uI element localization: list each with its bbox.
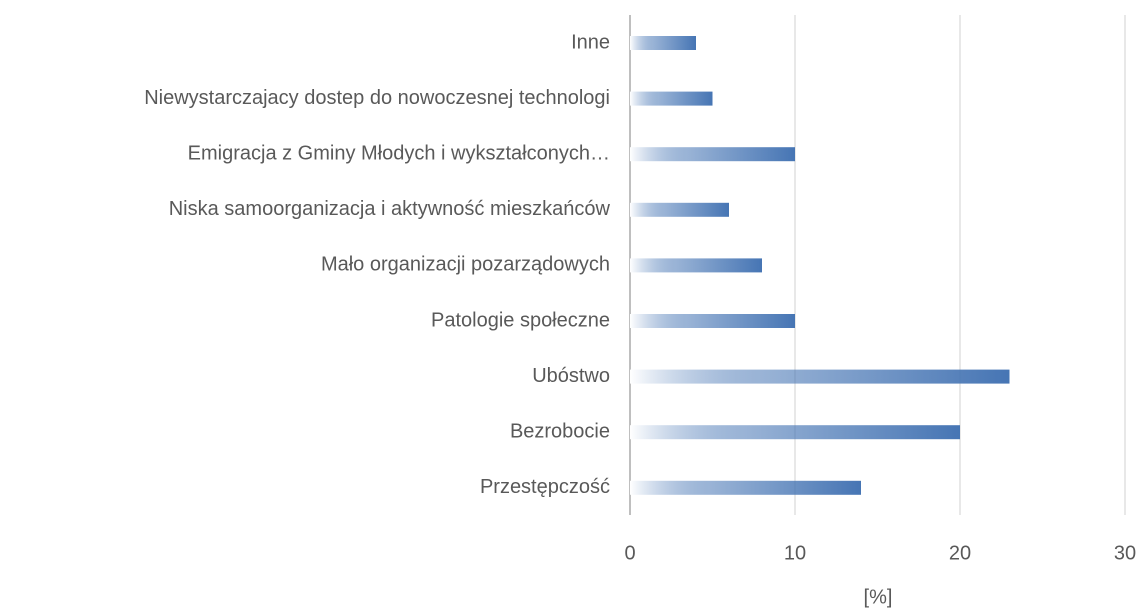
bar xyxy=(630,202,729,217)
y-tick-label: Inne xyxy=(571,31,610,53)
x-tick-label: 10 xyxy=(784,542,806,564)
y-tick-label: Patologie społeczne xyxy=(431,309,610,331)
bar xyxy=(630,258,762,273)
x-tick-label: 0 xyxy=(624,542,635,564)
bar xyxy=(630,314,795,328)
bar xyxy=(630,480,861,495)
bar xyxy=(630,147,795,162)
bar xyxy=(630,425,960,440)
x-tick-label: 20 xyxy=(949,542,971,564)
y-tick-label: Ubóstwo xyxy=(532,365,610,387)
x-tick-label: 30 xyxy=(1114,542,1136,564)
y-tick-label: Bezrobocie xyxy=(510,420,610,442)
x-axis-label: [%] xyxy=(864,586,893,608)
y-tick-label: Mało organizacji pozarządowych xyxy=(321,254,610,276)
y-tick-label: Przestępczość xyxy=(480,476,610,498)
bar xyxy=(630,91,713,106)
bar xyxy=(630,369,1010,384)
y-tick-label: Niska samoorganizacja i aktywność mieszk… xyxy=(169,198,611,220)
y-tick-label: Emigracja z Gminy Młodych i wykształcony… xyxy=(188,142,610,164)
bar xyxy=(630,36,696,50)
y-tick-label: Niewystarczajacy dostep do nowoczesnej t… xyxy=(144,87,610,109)
